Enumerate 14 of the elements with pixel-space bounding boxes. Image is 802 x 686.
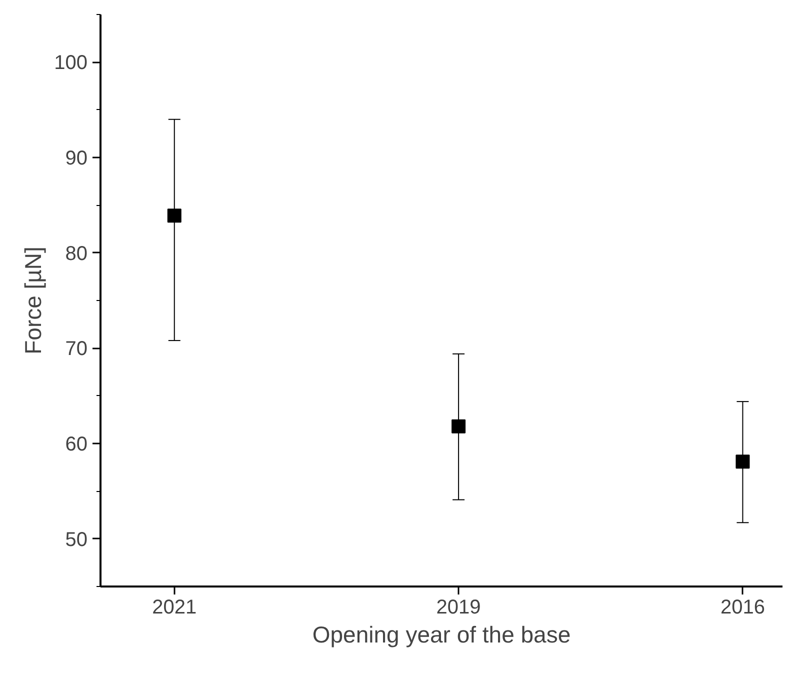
y-axis-title: Force [µN]: [20, 246, 46, 354]
y-tick-label: 90: [65, 148, 88, 170]
y-tick-label: 60: [65, 434, 88, 456]
y-tick-label: 70: [65, 338, 88, 360]
point: [452, 419, 466, 434]
y-tick-label: 80: [65, 242, 88, 265]
x-tick-label: 2021: [152, 596, 197, 618]
y-tick-label: 100: [54, 52, 88, 74]
x-axis-title: Opening year of the base: [312, 622, 571, 648]
y-tick-label: 50: [65, 528, 88, 551]
point: [736, 454, 750, 469]
x-tick-label: 2019: [436, 596, 481, 618]
point: [167, 208, 182, 223]
x-tick-label: 2016: [720, 596, 765, 618]
